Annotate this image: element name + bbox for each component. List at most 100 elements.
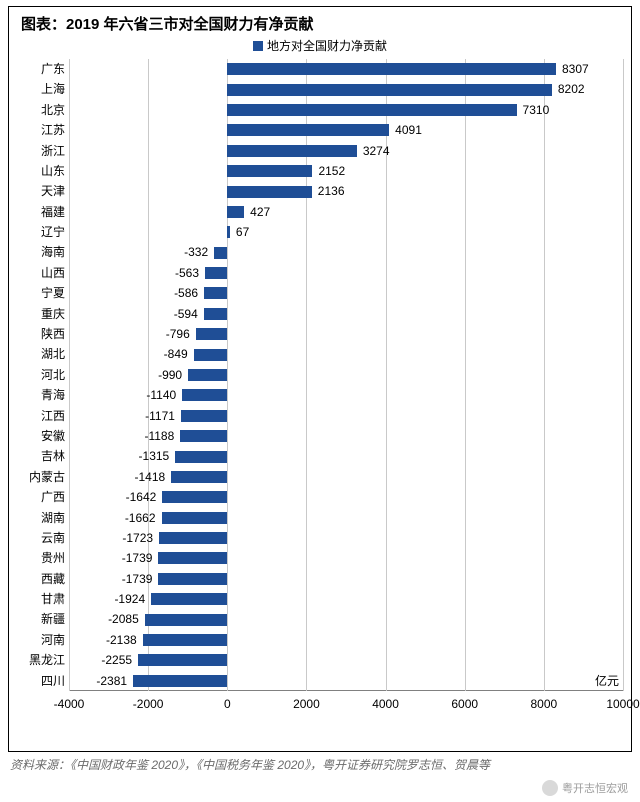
bar-row: 河南-2138 — [69, 630, 623, 650]
value-label: -332 — [184, 242, 208, 262]
bar-row: 浙江3274 — [69, 141, 623, 161]
watermark: 粤开志恒宏观 — [542, 780, 628, 796]
bar — [204, 308, 228, 320]
source-text: 资料来源：《中国财政年鉴 2020》，《中国税务年鉴 2020》，粤开证券研究院… — [10, 756, 630, 774]
bar-row: 贵州-1739 — [69, 548, 623, 568]
bar-row: 广东8307 — [69, 59, 623, 79]
y-axis-label: 甘肃 — [9, 589, 65, 609]
value-label: -1662 — [125, 508, 156, 528]
y-axis-label: 湖南 — [9, 508, 65, 528]
bar-row: 安徽-1188 — [69, 426, 623, 446]
x-tick-label: -4000 — [54, 697, 85, 711]
y-axis-label: 安徽 — [9, 426, 65, 446]
gridline — [623, 59, 624, 691]
value-label: -1188 — [144, 426, 174, 446]
x-tick-label: 0 — [224, 697, 231, 711]
value-label: 7310 — [523, 100, 550, 120]
bar — [171, 471, 227, 483]
value-label: -1140 — [146, 385, 176, 405]
x-tick-label: 4000 — [372, 697, 399, 711]
bar — [180, 430, 227, 442]
bar — [205, 267, 227, 279]
bar — [133, 675, 227, 687]
bar-row: 江苏4091 — [69, 120, 623, 140]
bar — [227, 84, 552, 96]
legend: 地方对全国财力净贡献 — [9, 37, 631, 54]
x-tick-label: -2000 — [133, 697, 164, 711]
value-label: -1924 — [114, 589, 145, 609]
bar-row: 黑龙江-2255 — [69, 650, 623, 670]
bar — [162, 512, 228, 524]
bar-row: 上海8202 — [69, 79, 623, 99]
x-tick-label: 6000 — [451, 697, 478, 711]
y-axis-label: 重庆 — [9, 304, 65, 324]
bar — [162, 491, 227, 503]
y-axis-label: 青海 — [9, 385, 65, 405]
y-axis-label: 四川 — [9, 671, 65, 691]
y-axis-label: 海南 — [9, 242, 65, 262]
y-axis-label: 山西 — [9, 263, 65, 283]
bar-row: 湖南-1662 — [69, 508, 623, 528]
value-label: -2085 — [108, 609, 139, 629]
x-tick-label: 8000 — [530, 697, 557, 711]
y-axis-label: 福建 — [9, 202, 65, 222]
bar — [227, 63, 556, 75]
bar — [227, 165, 312, 177]
bar-row: 青海-1140 — [69, 385, 623, 405]
bar — [227, 186, 312, 198]
value-label: -586 — [174, 283, 198, 303]
y-axis-label: 广西 — [9, 487, 65, 507]
value-label: 8307 — [562, 59, 589, 79]
chart-title: 图表：2019 年六省三市对全国财力有净贡献 — [21, 13, 314, 34]
y-axis-label: 广东 — [9, 59, 65, 79]
bar — [158, 573, 227, 585]
value-label: 4091 — [395, 120, 422, 140]
value-label: -1739 — [122, 569, 153, 589]
bar — [158, 552, 227, 564]
value-label: -2381 — [96, 671, 127, 691]
bar-row: 辽宁67 — [69, 222, 623, 242]
value-label: -796 — [166, 324, 190, 344]
chart-frame: 图表：2019 年六省三市对全国财力有净贡献 地方对全国财力净贡献 -4000-… — [8, 6, 632, 752]
bar-row: 云南-1723 — [69, 528, 623, 548]
y-axis-label: 江西 — [9, 406, 65, 426]
x-tick-label: 2000 — [293, 697, 320, 711]
value-label: -1171 — [145, 406, 175, 426]
bar-row: 海南-332 — [69, 242, 623, 262]
bar-row: 山西-563 — [69, 263, 623, 283]
value-label: 2136 — [318, 181, 345, 201]
bar — [194, 349, 228, 361]
watermark-label: 粤开志恒宏观 — [562, 780, 628, 796]
bar — [227, 104, 516, 116]
y-axis-label: 湖北 — [9, 344, 65, 364]
bar-row: 广西-1642 — [69, 487, 623, 507]
bar — [227, 145, 357, 157]
x-tick-label: 10000 — [606, 697, 639, 711]
bar-row: 陕西-796 — [69, 324, 623, 344]
y-axis-label: 贵州 — [9, 548, 65, 568]
y-axis-label: 黑龙江 — [9, 650, 65, 670]
value-label: -849 — [164, 344, 188, 364]
y-axis-label: 陕西 — [9, 324, 65, 344]
value-label: -1723 — [122, 528, 153, 548]
bar — [175, 451, 227, 463]
bar — [214, 247, 227, 259]
y-axis-label: 河北 — [9, 365, 65, 385]
bar — [227, 124, 389, 136]
bar-row: 西藏-1739 — [69, 569, 623, 589]
y-axis-label: 上海 — [9, 79, 65, 99]
bar — [143, 634, 228, 646]
value-label: -2138 — [106, 630, 137, 650]
bar-row: 四川-2381 — [69, 671, 623, 691]
y-axis-label: 北京 — [9, 100, 65, 120]
y-axis-label: 云南 — [9, 528, 65, 548]
value-label: -1418 — [134, 467, 165, 487]
bar-row: 湖北-849 — [69, 344, 623, 364]
value-label: -1315 — [139, 446, 170, 466]
y-axis-label: 河南 — [9, 630, 65, 650]
y-axis-label: 吉林 — [9, 446, 65, 466]
bar-row: 新疆-2085 — [69, 609, 623, 629]
y-axis-label: 内蒙古 — [9, 467, 65, 487]
bar — [196, 328, 227, 340]
y-axis-label: 西藏 — [9, 569, 65, 589]
